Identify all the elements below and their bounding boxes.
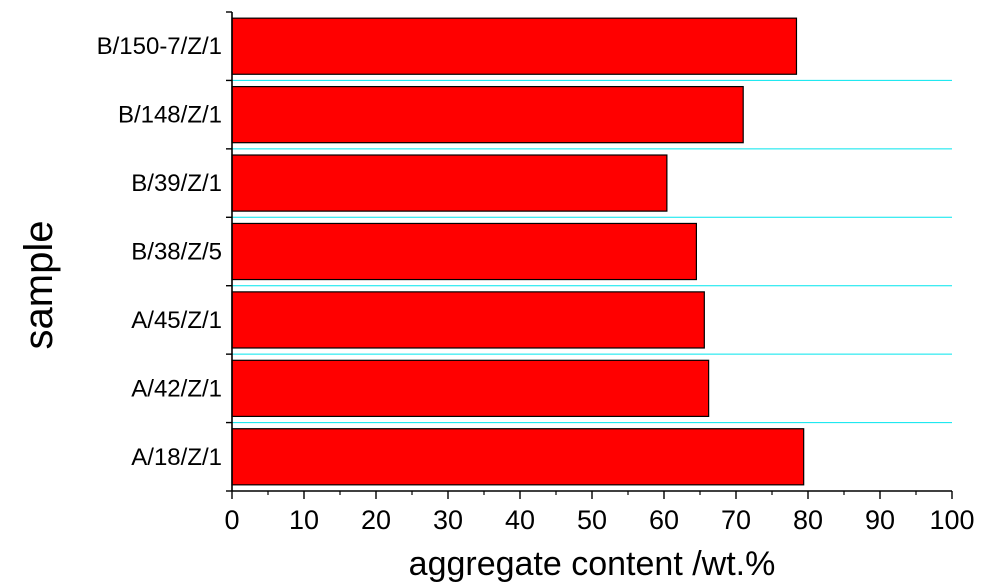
x-tick-label: 80: [793, 505, 823, 535]
x-axis-title: aggregate content /wt.%: [409, 545, 776, 583]
tick-marks: [226, 11, 953, 499]
y-tick-label: B/38/Z/5: [131, 239, 222, 266]
bar: [231, 154, 668, 212]
bar: [231, 85, 744, 144]
x-tick-labels: 0 10 20 30 40 50 60 70 80 90 100: [224, 505, 974, 535]
bar: [231, 222, 697, 281]
x-tick-label: 40: [505, 505, 535, 535]
x-tick-label: 0: [224, 505, 239, 535]
y-axis-title: sample: [17, 221, 61, 350]
grid-lines: [232, 79, 952, 424]
y-tick-label: A/18/Z/1: [131, 444, 222, 471]
x-tick-label: 100: [929, 505, 974, 535]
bar: [231, 359, 710, 418]
bar: [231, 428, 805, 486]
x-tick-label: 20: [361, 505, 391, 535]
x-tick-label: 50: [577, 505, 607, 535]
bars: [231, 17, 805, 486]
x-tick-label: 30: [433, 505, 463, 535]
x-tick-label: 60: [649, 505, 679, 535]
x-tick-label: 90: [865, 505, 895, 535]
bar: [231, 17, 798, 75]
y-tick-label: A/42/Z/1: [131, 375, 222, 402]
y-tick-label: B/39/Z/1: [131, 170, 222, 197]
y-tick-label: B/150-7/Z/1: [97, 33, 222, 60]
y-tick-labels: A/18/Z/1 A/42/Z/1 A/45/Z/1 B/38/Z/5 B/39/Z/1…: [97, 33, 222, 471]
bar: [231, 291, 705, 349]
y-tick-label: A/45/Z/1: [131, 307, 222, 334]
x-tick-label: 10: [289, 505, 319, 535]
y-tick-label: B/148/Z/1: [118, 102, 222, 129]
x-tick-label: 70: [721, 505, 751, 535]
